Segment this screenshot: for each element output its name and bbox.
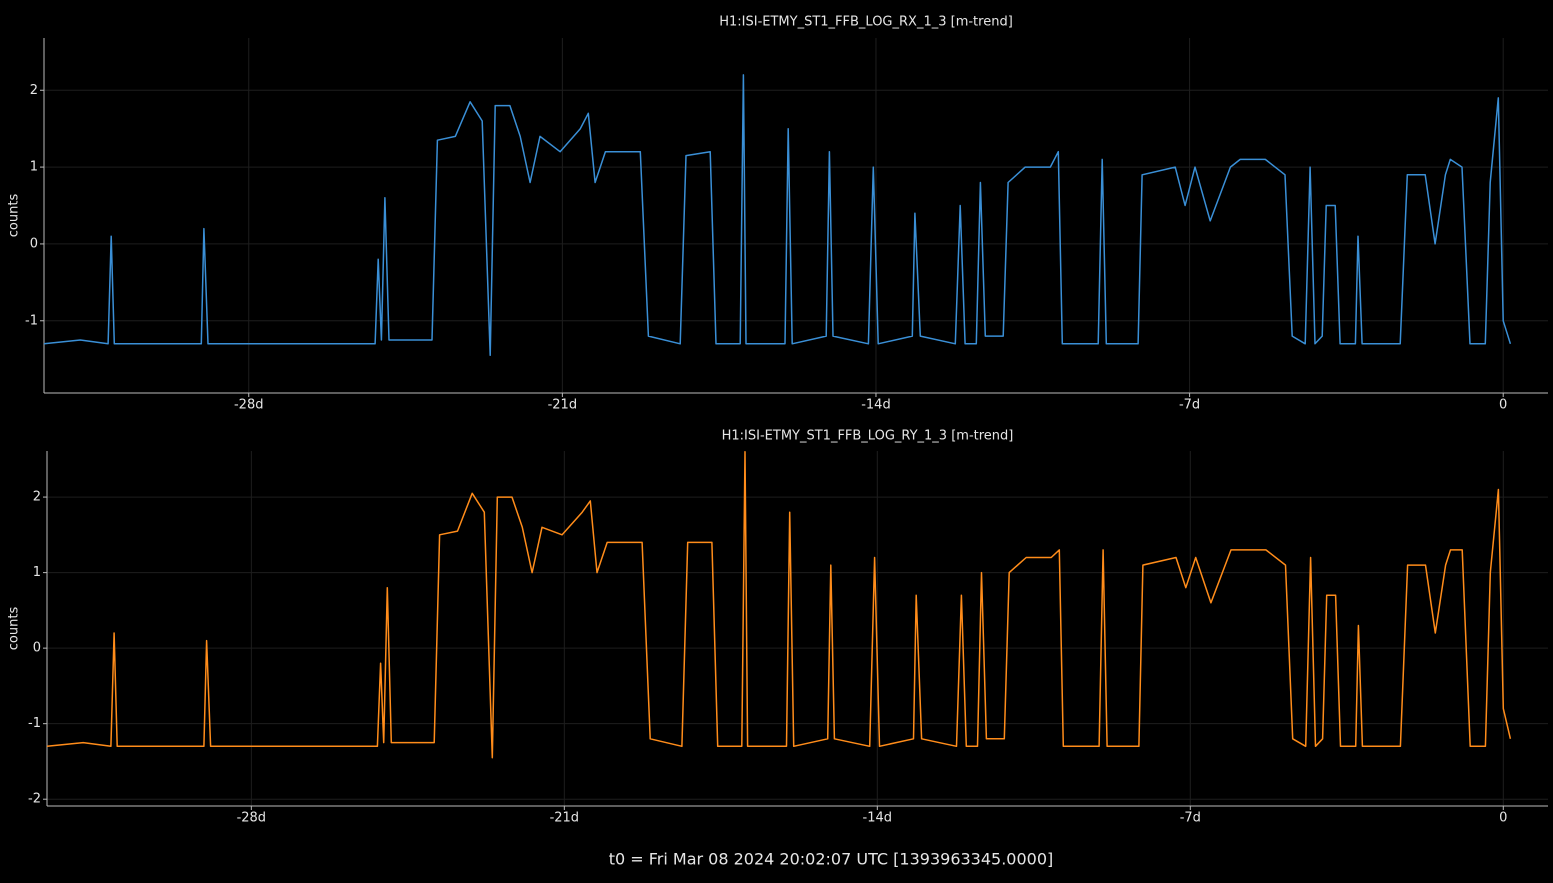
y-tick-label: 2	[30, 83, 38, 98]
y-tick-label: 0	[30, 236, 38, 251]
data-line	[43, 74, 1512, 357]
x-tick-label: -28d	[237, 811, 267, 826]
y-tick-label: 1	[33, 565, 41, 580]
data-line	[46, 451, 1512, 759]
x-tick-label: -7d	[1179, 398, 1200, 413]
x-tick-label: -21d	[548, 398, 578, 413]
y-axis-label: counts	[7, 194, 22, 238]
y-tick-label: -1	[25, 313, 38, 328]
x-tick-label: -14d	[861, 398, 891, 413]
x-tick-label: 0	[1499, 398, 1507, 413]
y-tick-label: 2	[33, 490, 41, 505]
x-tick-label: -7d	[1180, 811, 1201, 826]
x-tick-label: -21d	[550, 811, 580, 826]
x-tick-label: 0	[1499, 811, 1507, 826]
chart-title: H1:ISI-ETMY_ST1_FFB_LOG_RX_1_3 [m-trend]	[719, 15, 1013, 30]
x-tick-label: -28d	[234, 398, 264, 413]
y-tick-label: -1	[28, 716, 41, 731]
x-tick-label: -14d	[863, 811, 893, 826]
y-axis-label: counts	[7, 607, 22, 651]
y-tick-label: 0	[33, 641, 41, 656]
chart-title: H1:ISI-ETMY_ST1_FFB_LOG_RY_1_3 [m-trend]	[722, 429, 1014, 444]
y-tick-label: 1	[30, 160, 38, 175]
footer: t0 = Fri Mar 08 2024 20:02:07 UTC [13939…	[609, 850, 1054, 869]
y-tick-label: -2	[28, 792, 41, 807]
